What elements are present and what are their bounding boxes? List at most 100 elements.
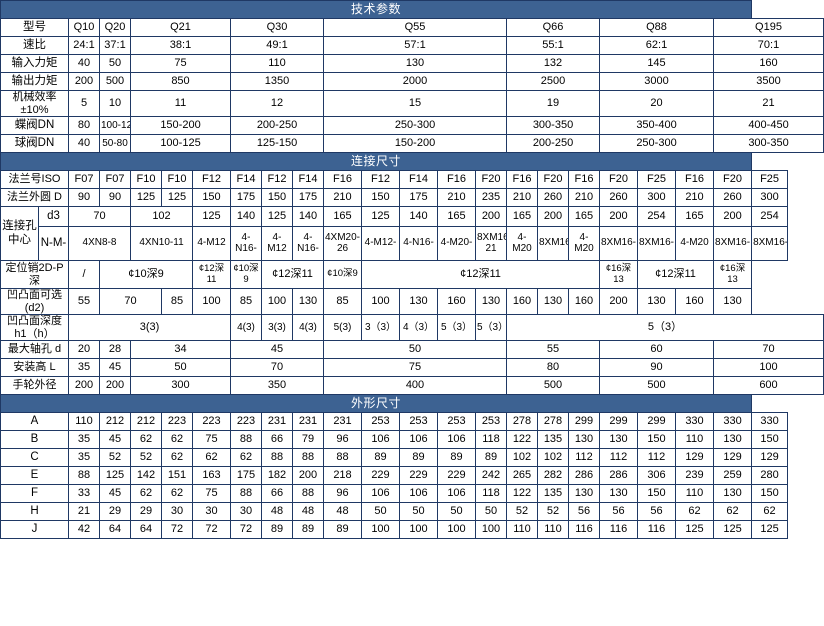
cell-maxbore-1: 28 [99,340,131,359]
cell-nm-2: 4-M12 [192,226,231,261]
cell-d3-15: 254 [637,206,676,227]
cell-model-7: Q195 [713,18,824,37]
cell-C-0: 35 [68,448,100,467]
cell-maxbore-4: 50 [323,340,507,359]
row-label-input-torque: 输入力矩 [0,54,69,73]
cell-H-6: 48 [261,502,293,521]
cell-flange-od-2: 125 [130,188,162,207]
cell-A-12: 253 [475,412,507,431]
cell-pin-6: ¢12深11 [361,260,600,289]
cell-B-6: 66 [261,430,293,449]
cell-A-13: 278 [506,412,538,431]
cell-hw-6: 500 [599,376,714,395]
row-face-opt: 凹凸面可选(d2) 55 70 85 100 85 100 130 85 100… [0,288,824,315]
cell-B-16: 130 [599,430,638,449]
cell-B-10: 106 [399,430,438,449]
cell-F-0: 33 [68,484,100,503]
cell-A-18: 330 [675,412,714,431]
cell-d3-10: 200 [475,206,507,227]
cell-flange-iso-16: F20 [599,170,638,189]
cell-ratio-6: 62:1 [599,36,714,55]
cell-F-3: 62 [161,484,193,503]
cell-flange-iso-9: F12 [361,170,400,189]
cell-B-3: 62 [161,430,193,449]
cell-output-1: 500 [99,72,131,91]
cell-input-6: 145 [599,54,714,73]
row-label-pin: 定位销2D-P深 [0,260,69,289]
cell-bfly-3: 200-250 [230,116,324,135]
cell-C-4: 62 [192,448,231,467]
cell-B-4: 75 [192,430,231,449]
cell-input-3: 110 [230,54,324,73]
cell-B-18: 110 [675,430,714,449]
cell-flange-od-10: 175 [399,188,438,207]
cell-H-0: 21 [68,502,100,521]
cell-eff-4: 15 [323,90,507,117]
cell-ball-2: 100-125 [130,134,231,153]
row-efficiency: 机械效率±10% 5 10 11 12 15 19 20 21 [0,90,824,117]
cell-flange-iso-19: F20 [712,170,753,189]
cell-flange-iso-4: F12 [192,170,231,189]
cell-flange-iso-10: F14 [399,170,438,189]
cell-mounth-7: 100 [713,358,824,377]
cell-output-5: 2500 [506,72,600,91]
cell-J-4: 72 [192,520,231,539]
cell-H-8: 48 [323,502,362,521]
cell-F-12: 118 [475,484,507,503]
cell-B-0: 35 [68,430,100,449]
cell-input-5: 132 [506,54,600,73]
row-label-face-opt: 凹凸面可选(d2) [0,288,69,315]
cell-C-11: 89 [437,448,476,467]
cell-mounth-1: 45 [99,358,131,377]
cell-B-14: 135 [537,430,569,449]
cell-flange-iso-0: F07 [68,170,100,189]
cell-H-9: 50 [361,502,400,521]
cell-hw-3: 350 [230,376,324,395]
cell-d3-12: 200 [537,206,569,227]
cell-d3-2: 125 [192,206,231,227]
cell-ball-1: 50-80 [99,134,131,153]
cell-faceopt-16: 130 [637,288,676,315]
cell-J-20: 125 [751,520,789,539]
row-label-flange-iso: 法兰号ISO [0,170,69,189]
cell-nm-6: 4XM20-26 [323,226,362,261]
cell-E-1: 125 [99,466,131,485]
cell-H-18: 62 [675,502,714,521]
cell-ball-5: 200-250 [506,134,600,153]
cell-pin-3: ¢10深9 [230,260,262,289]
cell-d3-6: 165 [323,206,362,227]
cell-C-7: 88 [292,448,324,467]
cell-hw-5: 500 [506,376,600,395]
cell-flange-od-6: 150 [261,188,293,207]
row-label-A: A [0,412,69,431]
table-row: E 88 125 142 151 163 175 182 200 218 229… [0,466,824,485]
cell-B-13: 122 [506,430,538,449]
cell-flange-iso-11: F16 [437,170,476,189]
cell-A-8: 231 [323,412,362,431]
section-header-conn: 连接尺寸 [0,152,824,171]
cell-H-10: 50 [399,502,438,521]
cell-faceopt-7: 85 [323,288,362,315]
cell-mounth-0: 35 [68,358,100,377]
row-face-depth: 凹凸面深度h1（h） 3(3) 4(3) 3(3) 4(3) 5(3) 3（3）… [0,314,824,341]
cell-J-16: 116 [599,520,638,539]
cell-faceopt-3: 100 [192,288,231,315]
cell-pin-2: ¢12深11 [192,260,231,289]
cell-facedepth-5: 3（3） [361,314,400,341]
cell-hw-1: 200 [99,376,131,395]
cell-A-11: 253 [437,412,476,431]
cell-flange-iso-8: F16 [323,170,362,189]
cell-C-12: 89 [475,448,507,467]
cell-model-2: Q21 [130,18,231,37]
cell-pin-0: / [68,260,100,289]
cell-flange-od-4: 150 [192,188,231,207]
cell-faceopt-5: 100 [261,288,293,315]
cell-faceopt-15: 200 [599,288,638,315]
section-title-conn: 连接尺寸 [0,152,753,171]
cell-F-2: 62 [130,484,162,503]
cell-B-1: 45 [99,430,131,449]
cell-flange-od-8: 210 [323,188,362,207]
row-label-ratio: 速比 [0,36,69,55]
cell-hw-4: 400 [323,376,507,395]
cell-input-2: 75 [130,54,231,73]
